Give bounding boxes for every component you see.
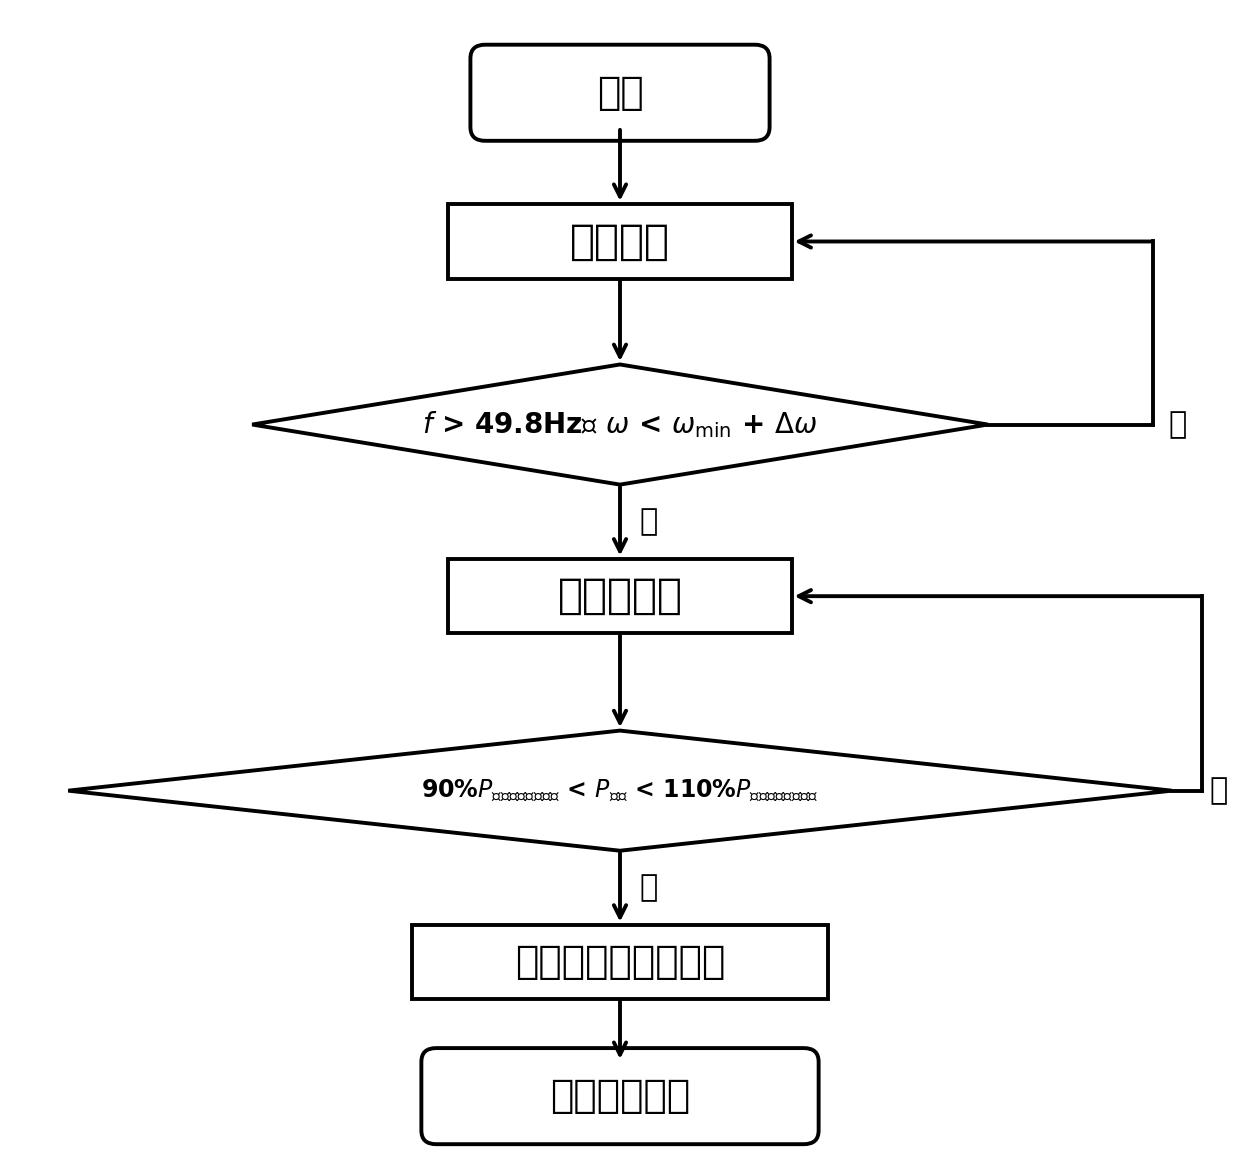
Text: 恒转速恢复: 恒转速恢复 xyxy=(558,576,682,617)
Text: 否: 否 xyxy=(1169,410,1187,439)
Polygon shape xyxy=(68,731,1172,851)
Bar xyxy=(449,559,791,633)
Text: 惯量响应结束: 惯量响应结束 xyxy=(549,1077,691,1115)
FancyBboxPatch shape xyxy=(470,45,770,141)
Text: $f$ > 49.8Hz或 $\omega$ < $\omega_{{\rm min}}$ + $\Delta\omega$: $f$ > 49.8Hz或 $\omega$ < $\omega_{{\rm m… xyxy=(423,409,817,440)
FancyBboxPatch shape xyxy=(422,1048,818,1144)
Bar xyxy=(412,925,828,999)
Bar xyxy=(449,204,791,279)
Text: 开始: 开始 xyxy=(596,74,644,112)
Text: 加速度连续切换控制: 加速度连续切换控制 xyxy=(515,944,725,981)
Text: 否: 否 xyxy=(1209,776,1228,805)
Text: 是: 是 xyxy=(640,873,658,902)
Polygon shape xyxy=(252,365,988,484)
Text: 90%$P_{变速控制理论功率}$ < $P_{实时}$ < 110%$P_{变速控制理论功率}$: 90%$P_{变速控制理论功率}$ < $P_{实时}$ < 110%$P_{变… xyxy=(422,778,818,804)
Text: 是: 是 xyxy=(640,507,658,536)
Text: 惯量响应: 惯量响应 xyxy=(570,220,670,263)
